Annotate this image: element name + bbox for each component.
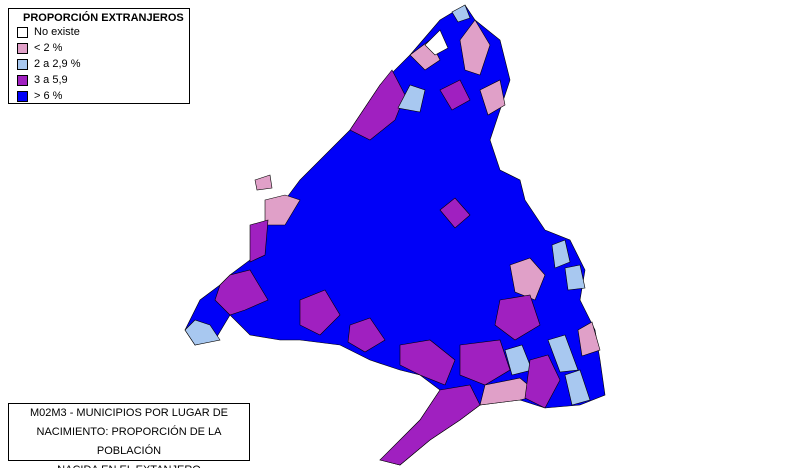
- legend-swatch: [17, 58, 28, 70]
- legend-swatch: [17, 74, 28, 86]
- municipality: [347, 317, 386, 353]
- municipality: [459, 19, 491, 76]
- legend-item: 2 a 2,9 %: [17, 56, 189, 72]
- legend-swatch: [17, 42, 28, 54]
- municipality: [397, 84, 426, 113]
- municipality: [254, 174, 273, 191]
- municipality: [379, 384, 481, 466]
- municipality: [547, 334, 579, 373]
- municipality: [479, 79, 506, 116]
- municipality: [214, 269, 269, 316]
- legend-label: 2 a 2,9 %: [34, 58, 81, 70]
- legend-label: < 2 %: [34, 42, 63, 54]
- legend-label: > 6 %: [34, 90, 63, 102]
- caption-line: NACIDA EN EL EXTANJERO: [9, 461, 249, 468]
- legend-title: PROPORCIÓN EXTRANJEROS: [23, 12, 184, 24]
- municipality: [564, 264, 586, 291]
- legend-item: No existe: [17, 24, 189, 40]
- legend-item: 3 a 5,9: [17, 72, 189, 88]
- legend-label: No existe: [34, 26, 80, 38]
- municipality: [249, 219, 269, 263]
- caption-line: NACIMIENTO: PROPORCIÓN DE LA POBLACIÓN: [36, 426, 222, 457]
- municipality: [439, 197, 471, 229]
- municipality: [494, 294, 541, 341]
- municipality: [399, 339, 456, 386]
- legend-label: 3 a 5,9: [34, 74, 68, 86]
- municipality: [509, 257, 546, 301]
- legend-item: < 2 %: [17, 40, 189, 56]
- legend-swatch: [17, 90, 28, 102]
- municipality: [459, 339, 511, 386]
- municipality: [577, 321, 601, 357]
- municipality: [564, 369, 591, 406]
- municipality: [184, 319, 221, 346]
- caption-line: M02M3 - MUNICIPIOS POR LUGAR DE: [29, 407, 229, 419]
- municipality: [451, 4, 471, 23]
- legend-swatch: [17, 26, 28, 38]
- municipality: [524, 354, 561, 409]
- municipality: [424, 29, 449, 56]
- legend-item: > 6 %: [17, 88, 189, 104]
- legend: PROPORCIÓN EXTRANJEROS No existe < 2 % 2 a…: [8, 8, 190, 104]
- caption: M02M3 - MUNICIPIOS POR LUGAR DE NACIMIENT…: [8, 403, 250, 468]
- municipality: [551, 239, 571, 269]
- municipality: [439, 79, 471, 111]
- municipality: [299, 289, 341, 336]
